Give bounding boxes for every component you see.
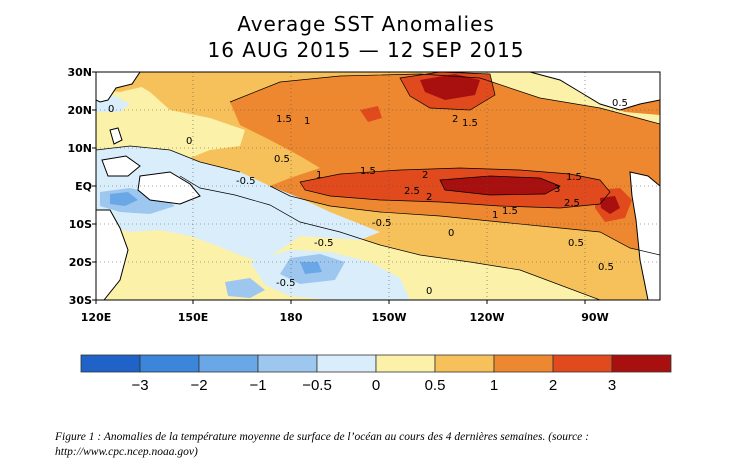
land-asia: [96, 72, 141, 103]
colorbar-tick: 1: [489, 377, 499, 394]
cold-patch-2: [300, 262, 322, 274]
land-australia: [96, 209, 129, 300]
colorbar-swatch: [139, 354, 200, 373]
lat-label-20s: 20S: [68, 256, 92, 269]
contour-label: 3: [554, 184, 560, 195]
contour-label: 1: [316, 170, 322, 181]
contour-label: -0.5: [314, 238, 334, 249]
north-pacific-core: [420, 74, 480, 100]
anomaly-band-1-2: [230, 74, 660, 255]
contour-label: 2: [452, 114, 458, 125]
land-south-america: [629, 171, 660, 300]
contour-label: 0.5: [274, 154, 290, 165]
map-date-range: 16 AUG 2015 — 12 SEP 2015: [207, 38, 525, 62]
anomaly-field: 0 1.5 1 2 1.5 0.5 1 1.5 2 -0.5 2.5 2 3 1…: [96, 72, 660, 300]
lon-label-120e: 120E: [80, 311, 112, 324]
contour-label: 2: [426, 192, 432, 203]
colorbar-swatch: [316, 354, 377, 373]
contour-label: 1.5: [566, 172, 582, 183]
contour-label: 1: [492, 210, 498, 221]
colorbar-tick: −0.5: [302, 377, 332, 394]
contour-label: 2.5: [564, 198, 580, 209]
contour-label: 2.5: [404, 186, 420, 197]
colorbar-swatch: [80, 354, 141, 373]
contour-label: -0.5: [236, 176, 256, 187]
contour-labels: 0 1.5 1 2 1.5 0.5 1 1.5 2 -0.5 2.5 2 3 1…: [108, 98, 628, 297]
colorbar-tick: −3: [131, 377, 149, 394]
contour-label: -0.5: [372, 218, 392, 229]
caption-line-1: Figure 1 : Anomalies de la température m…: [55, 431, 589, 443]
land-new-guinea: [137, 171, 201, 205]
lat-label-10s: 10S: [68, 218, 92, 231]
cool-patch-southwest: [225, 278, 265, 298]
lon-label-180: 180: [279, 311, 303, 324]
anomaly-core-above-3: [440, 176, 560, 195]
colorbar-tick: −1: [249, 377, 267, 394]
contour-label: 0.5: [598, 262, 614, 273]
figure-caption: Figure 1 : Anomalies de la température m…: [55, 430, 715, 460]
map-title: Average SST Anomalies: [237, 12, 495, 36]
contour-label: 0.5: [612, 98, 628, 109]
contour-label: 0.5: [568, 238, 584, 249]
land-masses: [96, 72, 660, 300]
lon-label-150e: 150E: [177, 311, 209, 324]
colorbar-tick: 2: [548, 377, 558, 394]
axis-ticks: [92, 71, 586, 304]
colorbar-tick: 0: [371, 377, 381, 394]
lat-label-10n: 10N: [67, 142, 92, 155]
contour-label: 1.5: [462, 118, 478, 129]
contour-label: 0: [448, 228, 454, 239]
contour-label: 0: [108, 104, 114, 115]
lat-label-30s: 30S: [68, 294, 92, 307]
land-borneo: [101, 155, 141, 177]
lat-label-30n: 30N: [67, 66, 92, 79]
colorbar-swatch: [375, 354, 436, 373]
contour-label: 1.5: [360, 166, 376, 177]
colorbar-tick: 0.5: [424, 377, 446, 394]
land-philippines: [109, 127, 123, 145]
contour-label: -0.5: [276, 278, 296, 289]
colorbar-swatch: [257, 354, 318, 373]
lat-label-eq: EQ: [75, 180, 92, 193]
colorbar-swatch: [198, 354, 259, 373]
cold-patch-1: [110, 192, 138, 206]
colorbar-tick: 3: [607, 377, 617, 394]
contour-label: 1.5: [276, 114, 292, 125]
caption-line-2: http://www.cpc.ncep.noaa.gov): [55, 446, 198, 458]
coastal-core: [600, 196, 620, 214]
lon-label-150w: 150W: [371, 311, 407, 324]
contour-label: 0: [426, 286, 432, 297]
colorbar-swatch: [434, 354, 495, 373]
colorbar-swatch: [552, 354, 613, 373]
contour-label: 0: [186, 136, 192, 147]
contour-label: 1: [304, 116, 310, 127]
contour-label: 1.5: [502, 206, 518, 217]
colorbar: [80, 354, 672, 373]
contour-label: 2: [422, 170, 428, 181]
colorbar-swatch: [493, 354, 554, 373]
colorbar-tick: −2: [190, 377, 208, 394]
lon-label-120w: 120W: [469, 311, 505, 324]
lat-label-20n: 20N: [67, 104, 92, 117]
colorbar-swatch: [611, 354, 672, 373]
lon-label-90w: 90W: [581, 311, 609, 324]
